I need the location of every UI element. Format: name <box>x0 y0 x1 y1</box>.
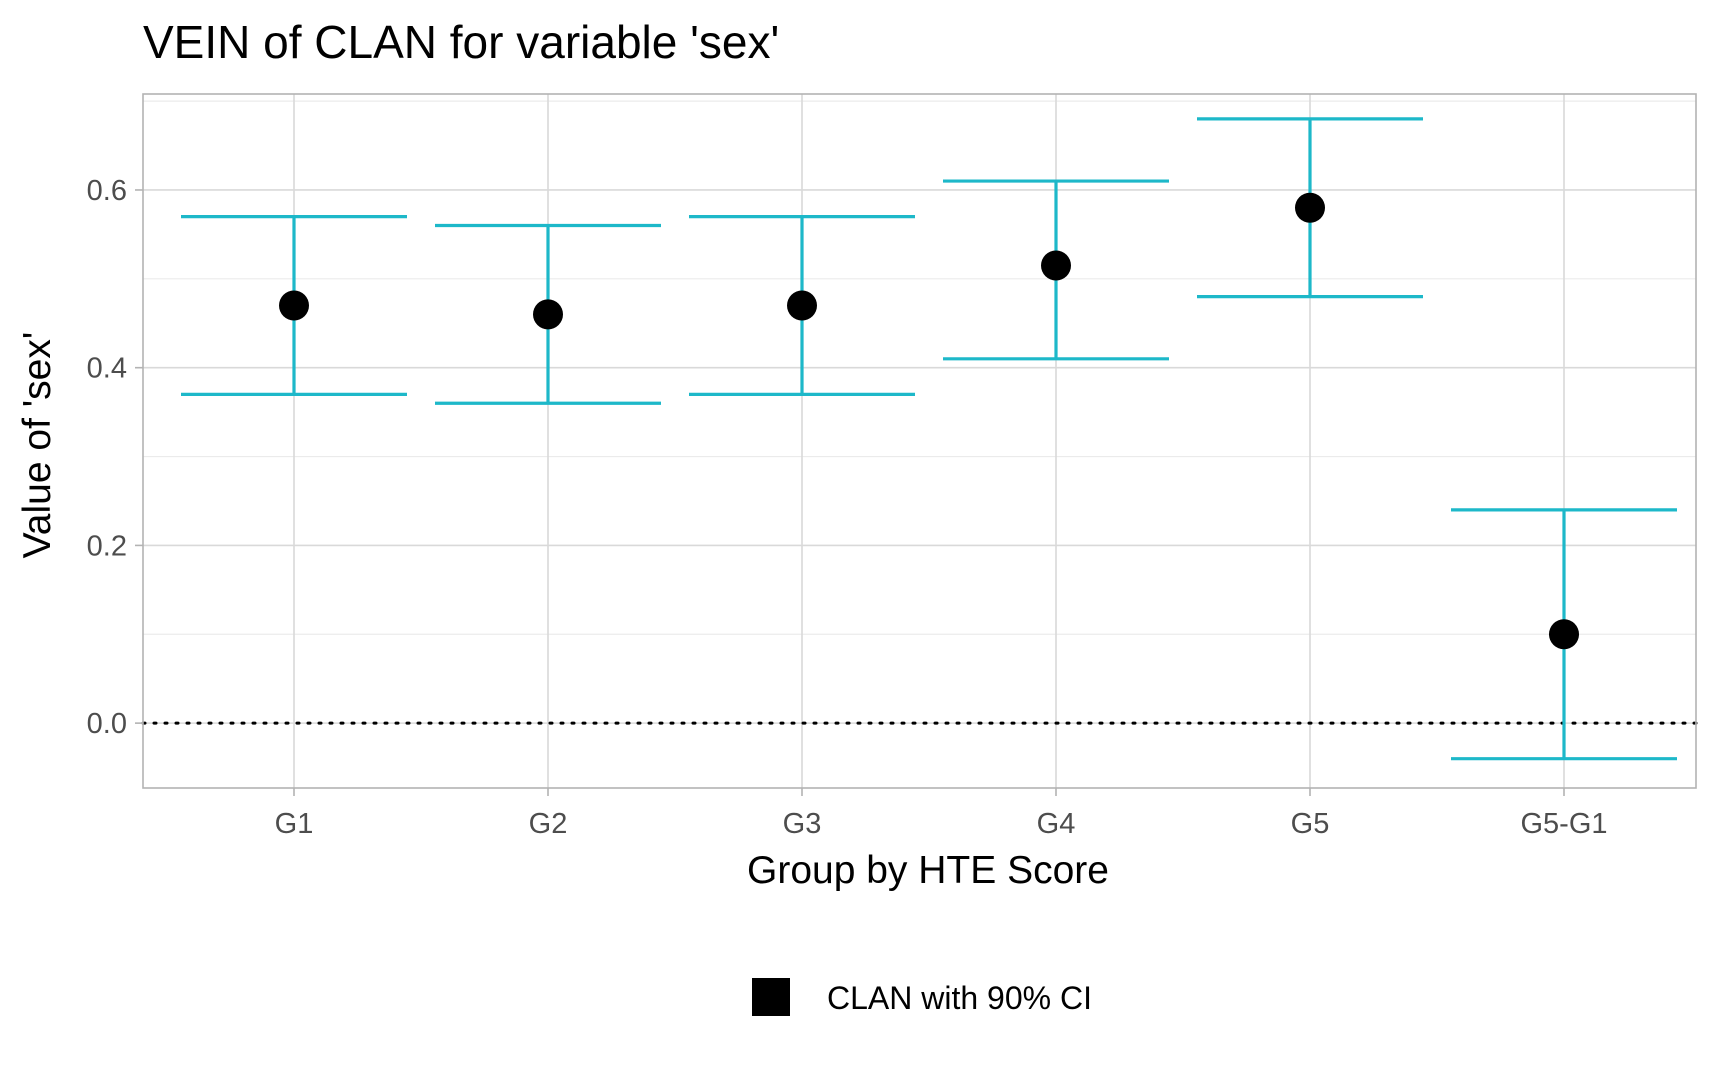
y-axis-tick-labels: 0.0 0.2 0.4 0.6 <box>87 175 127 740</box>
y-tick-label: 0.0 <box>87 708 127 740</box>
point-g4 <box>1041 250 1071 281</box>
legend-key <box>752 978 790 1016</box>
plot-panel <box>142 93 1697 789</box>
point-g2 <box>533 299 563 330</box>
x-tick-label-g1: G1 <box>275 808 314 840</box>
legend-label: CLAN with 90% CI <box>827 980 1092 1016</box>
estimate-points <box>279 192 1579 650</box>
x-tick-label-g5: G5 <box>1291 808 1330 840</box>
y-tick-label: 0.6 <box>87 175 127 207</box>
y-axis-title: Value of 'sex' <box>16 332 59 559</box>
grid <box>143 94 1696 788</box>
y-tick-label: 0.2 <box>87 530 127 562</box>
x-tick-label-g5-g1: G5-G1 <box>1520 808 1607 840</box>
y-tick-label: 0.4 <box>87 353 127 385</box>
legend: CLAN with 90% CI <box>752 978 1092 1016</box>
point-g5-g1 <box>1549 619 1579 650</box>
point-g1 <box>279 290 309 321</box>
x-axis-title: Group by HTE Score <box>747 849 1109 892</box>
x-axis-tick-labels: G1 G2 G3 G4 G5 G5-G1 <box>275 808 1608 840</box>
point-g3 <box>787 290 817 321</box>
x-tick-label-g3: G3 <box>783 808 822 840</box>
point-g5 <box>1295 192 1325 223</box>
x-tick-label-g2: G2 <box>529 808 568 840</box>
chart-title: VEIN of CLAN for variable 'sex' <box>143 16 779 68</box>
x-tick-label-g4: G4 <box>1037 808 1076 840</box>
axis-ticks <box>135 189 1565 796</box>
error-bars <box>181 117 1677 761</box>
